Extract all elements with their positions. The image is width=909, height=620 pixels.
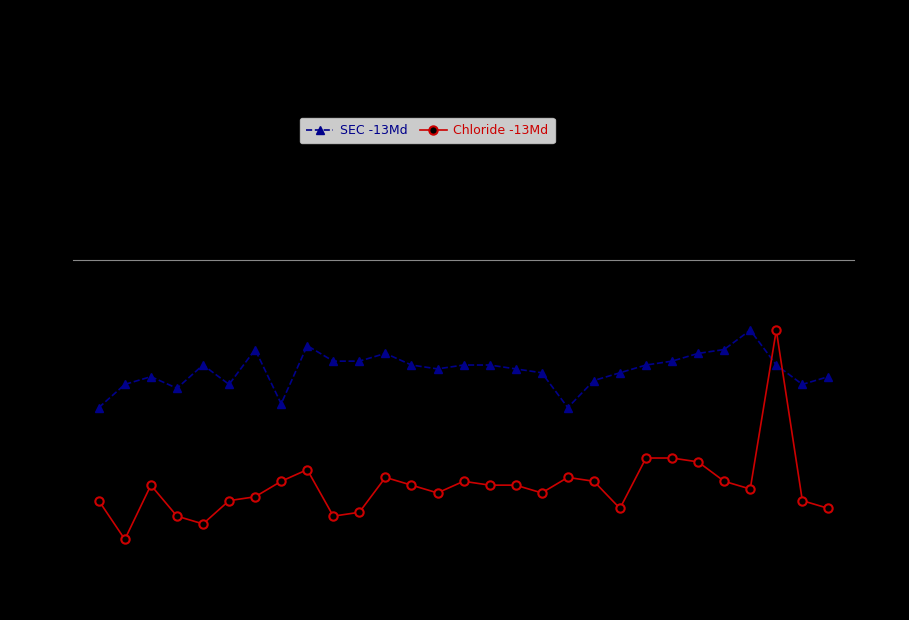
Legend: SEC -13Md, Chloride -13Md: SEC -13Md, Chloride -13Md: [300, 118, 554, 143]
Chloride -13Md: [354, 508, 365, 516]
Chloride -13Md: [328, 512, 339, 520]
SEC -13Md: [172, 384, 183, 392]
Chloride -13Md: [614, 505, 625, 512]
Chloride -13Md: [275, 477, 286, 485]
SEC -13Md: [641, 361, 652, 369]
SEC -13Md: [588, 377, 599, 384]
SEC -13Md: [354, 357, 365, 365]
SEC -13Md: [484, 361, 495, 369]
SEC -13Md: [432, 365, 443, 373]
SEC -13Md: [94, 404, 105, 412]
Chloride -13Md: [536, 489, 547, 497]
SEC -13Md: [197, 361, 208, 369]
Chloride -13Md: [693, 458, 704, 466]
Chloride -13Md: [145, 481, 156, 489]
Chloride -13Md: [302, 466, 313, 474]
Chloride -13Md: [406, 481, 417, 489]
Chloride -13Md: [744, 485, 755, 493]
SEC -13Md: [406, 361, 417, 369]
Chloride -13Md: [224, 497, 235, 505]
Line: SEC -13Md: SEC -13Md: [95, 326, 833, 412]
Line: Chloride -13Md: Chloride -13Md: [95, 326, 833, 544]
SEC -13Md: [510, 365, 521, 373]
Chloride -13Md: [771, 326, 782, 334]
Chloride -13Md: [484, 481, 495, 489]
Chloride -13Md: [719, 477, 730, 485]
SEC -13Md: [771, 361, 782, 369]
SEC -13Md: [797, 381, 808, 388]
SEC -13Md: [614, 369, 625, 376]
SEC -13Md: [224, 381, 235, 388]
Chloride -13Md: [197, 520, 208, 528]
SEC -13Md: [328, 357, 339, 365]
Chloride -13Md: [380, 474, 391, 481]
Chloride -13Md: [432, 489, 443, 497]
SEC -13Md: [145, 373, 156, 381]
Chloride -13Md: [666, 454, 677, 462]
Chloride -13Md: [250, 493, 261, 500]
SEC -13Md: [380, 350, 391, 357]
Chloride -13Md: [94, 497, 105, 505]
Chloride -13Md: [172, 512, 183, 520]
SEC -13Md: [563, 404, 574, 412]
SEC -13Md: [302, 342, 313, 350]
SEC -13Md: [275, 400, 286, 407]
Chloride -13Md: [563, 474, 574, 481]
Chloride -13Md: [823, 505, 834, 512]
Chloride -13Md: [641, 454, 652, 462]
SEC -13Md: [823, 373, 834, 381]
Chloride -13Md: [588, 477, 599, 485]
SEC -13Md: [744, 326, 755, 334]
SEC -13Md: [250, 346, 261, 353]
SEC -13Md: [666, 357, 677, 365]
SEC -13Md: [719, 346, 730, 353]
Chloride -13Md: [510, 481, 521, 489]
SEC -13Md: [536, 369, 547, 376]
Chloride -13Md: [119, 536, 130, 543]
Chloride -13Md: [458, 477, 469, 485]
SEC -13Md: [693, 350, 704, 357]
SEC -13Md: [458, 361, 469, 369]
Chloride -13Md: [797, 497, 808, 505]
SEC -13Md: [119, 381, 130, 388]
